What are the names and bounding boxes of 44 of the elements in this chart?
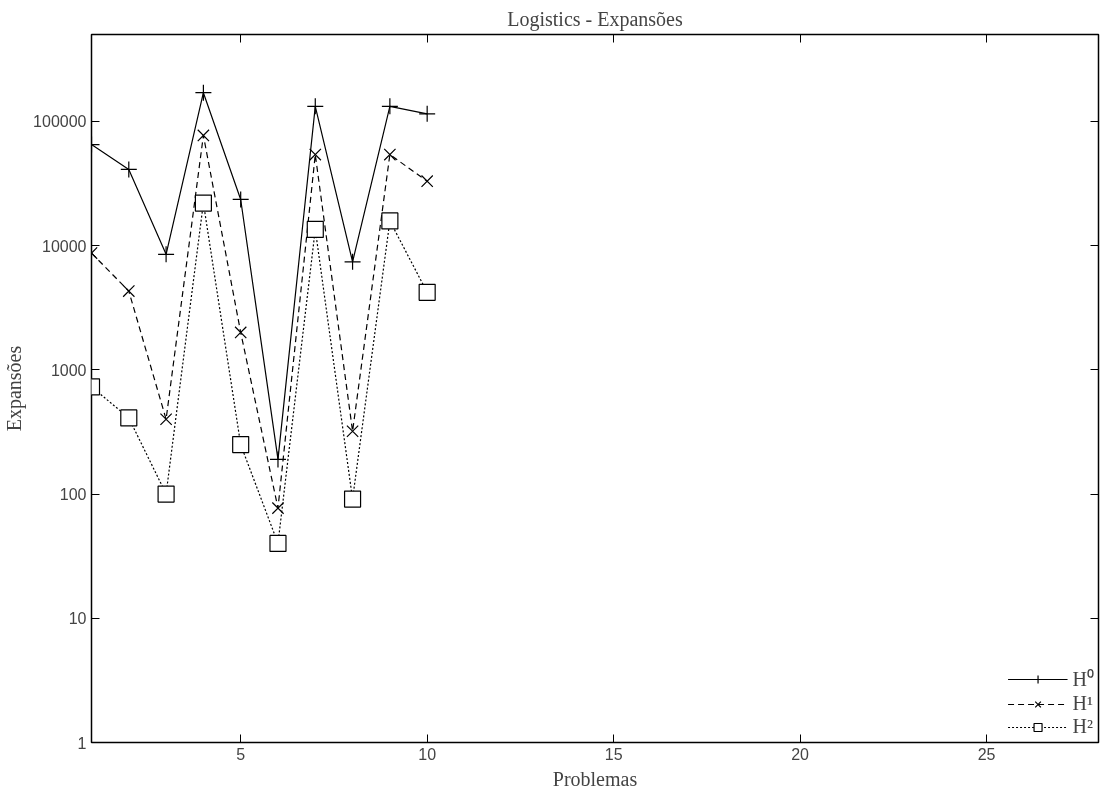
point — [309, 148, 322, 161]
y-axis-title: Expansões — [3, 345, 27, 432]
point — [271, 501, 285, 515]
point — [157, 245, 175, 263]
point — [159, 412, 173, 426]
legend-label: H¹ — [1072, 692, 1093, 715]
point — [269, 450, 287, 468]
x-tick-label: 5 — [236, 745, 246, 763]
point — [306, 97, 324, 115]
y-tick-label: 100 — [59, 486, 87, 504]
point — [120, 409, 138, 427]
legend-label: H² — [1072, 715, 1093, 738]
point — [120, 160, 138, 179]
point — [232, 190, 250, 209]
point — [194, 84, 212, 102]
point — [418, 283, 436, 301]
point — [157, 485, 175, 503]
y-tick-label: 10 — [68, 610, 87, 628]
point — [197, 129, 210, 142]
y-tick-label: 1000 — [50, 361, 87, 379]
x-tick-label: 20 — [791, 745, 810, 763]
point — [381, 212, 399, 230]
point — [420, 174, 434, 188]
point — [381, 97, 399, 115]
legend-label: H⁰ — [1072, 667, 1094, 692]
point — [122, 284, 136, 298]
x-tick-label: 15 — [604, 745, 623, 763]
point — [343, 253, 362, 271]
point — [346, 425, 359, 438]
point — [383, 148, 397, 161]
chart-title: Logistics - Expansões — [507, 7, 683, 31]
point — [418, 105, 436, 123]
y-tick-label: 100000 — [33, 113, 87, 131]
y-tick-label: 1 — [77, 734, 87, 752]
point — [269, 534, 287, 553]
x-tick-label: 10 — [418, 745, 437, 763]
point — [194, 194, 212, 212]
point — [343, 490, 362, 508]
point — [234, 326, 247, 339]
x-axis-title: Problemas — [552, 767, 638, 790]
point — [306, 220, 324, 238]
y-tick-label: 10000 — [42, 237, 87, 255]
x-tick-label: 25 — [977, 745, 996, 763]
point — [232, 436, 250, 454]
